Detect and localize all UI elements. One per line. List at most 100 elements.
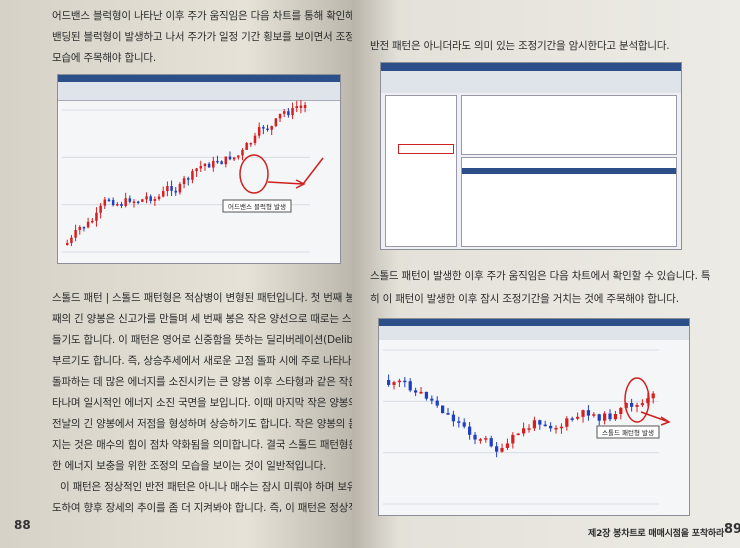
candle — [241, 148, 244, 161]
candle — [457, 416, 461, 428]
candle — [468, 421, 472, 440]
chapter-title: 제2장 봉차트로 매매시점을 포착하라 — [588, 529, 725, 539]
candle — [505, 438, 510, 451]
chart-screenshot: 스톨드 패턴형 발생 — [378, 318, 690, 516]
candle — [182, 175, 186, 189]
chart-screenshot: 어드밴스 블럭형 발생 — [57, 74, 341, 264]
toolbar — [379, 326, 689, 340]
candle — [249, 142, 253, 147]
candle — [136, 200, 140, 205]
candle — [565, 416, 569, 431]
candle — [191, 168, 194, 184]
candle — [232, 157, 236, 162]
annotation: 어드밴스 블럭형 발생 — [228, 202, 286, 211]
candle — [207, 162, 211, 168]
candle — [495, 442, 499, 458]
candle — [145, 192, 148, 204]
candle — [153, 196, 157, 206]
candle — [282, 108, 286, 118]
toolbar — [381, 71, 681, 93]
candle — [245, 142, 248, 150]
caption-line: 스톨드 패턴이 발생한 이후 주가 움직임은 다음 차트에서 확인할 수 있습니… — [370, 270, 711, 282]
candle — [166, 181, 169, 197]
body-line: 스톨드 패턴 | 스톨드 패턴형은 적삼병이 변형된 패턴입니다. 첫 번째 봉… — [52, 292, 352, 304]
candle — [387, 374, 391, 387]
body-line: 지는 것은 매수의 힘이 점차 약화됨을 의미합니다. 결국 스톨드 패턴형은 … — [52, 439, 352, 451]
title-bar — [58, 75, 340, 82]
candle — [576, 412, 580, 421]
candle — [224, 156, 228, 168]
candle — [419, 387, 423, 395]
candle — [253, 132, 257, 146]
arrow — [267, 157, 324, 189]
body-line: 이 패턴은 정상적인 반전 패턴은 아니나 매수는 잠시 미뤄야 하며 보유 주… — [60, 481, 352, 493]
candle — [581, 409, 585, 423]
candle — [99, 203, 102, 219]
candle — [511, 432, 515, 449]
candle-chart: 스톨드 패턴형 발생 — [383, 349, 671, 505]
candle — [592, 412, 596, 418]
intro-line: 반전 패턴은 아니더라도 의미 있는 조정기간을 암시한다고 분석합니다. — [370, 40, 670, 52]
candle — [91, 217, 94, 224]
intro-line: 모습에 주목해야 합니다. — [52, 52, 157, 64]
body-line: 들기도 합니다. 이 패턴은 영어로 신중함을 뜻하는 딜리버레이션(Delib… — [52, 334, 352, 346]
annotation-box — [596, 425, 660, 439]
candle — [424, 391, 429, 401]
candle — [500, 443, 504, 453]
candle — [132, 199, 136, 208]
candle — [299, 100, 303, 114]
candle — [228, 151, 232, 161]
candle — [303, 102, 307, 113]
candle — [527, 424, 531, 433]
candle — [586, 405, 591, 421]
candle — [237, 155, 240, 160]
candle — [441, 405, 445, 414]
candle — [291, 102, 294, 120]
candle — [74, 224, 77, 242]
intro-line: 밴딩된 블럭형이 발생하고 나서 주가가 일정 기간 횡보를 보이면서 조정을 — [52, 31, 352, 43]
candle — [107, 197, 111, 203]
candle — [608, 409, 612, 422]
candle — [287, 108, 290, 118]
candle-chart: 어드밴스 블럭형 발생 — [62, 100, 324, 253]
candle — [522, 422, 526, 437]
candle — [86, 217, 90, 229]
candle — [446, 407, 450, 416]
candle — [484, 435, 488, 443]
app-screenshot — [380, 62, 682, 250]
candle — [128, 195, 132, 204]
candle — [95, 207, 98, 227]
candle — [640, 399, 645, 408]
candle — [549, 422, 553, 432]
candle — [570, 416, 574, 422]
candle — [516, 433, 520, 436]
candle — [414, 387, 418, 397]
candle — [603, 411, 607, 425]
candle — [408, 378, 412, 393]
caption-line: 히 이 패턴이 발생한 이후 잠시 조정기간을 거치는 것에 주목해야 합니다. — [370, 293, 679, 305]
candle — [195, 167, 198, 178]
candle — [216, 155, 219, 164]
candle — [266, 124, 269, 132]
page-number: 89 — [724, 522, 740, 537]
highlight — [239, 154, 269, 194]
annotation-box — [222, 199, 292, 213]
candle — [635, 402, 639, 413]
candle — [203, 163, 207, 171]
candle — [124, 192, 127, 208]
candle — [630, 398, 634, 412]
candle — [120, 201, 123, 209]
left-page: 어드밴스 블럭형이 나타난 이후 주가 움직임은 다음 차트를 통해 확인해 보… — [0, 0, 352, 548]
title-bar — [381, 63, 681, 71]
candle — [613, 410, 618, 421]
candle — [116, 201, 119, 207]
toolbar — [58, 82, 340, 101]
candle — [554, 425, 558, 434]
candle — [199, 160, 203, 172]
candle — [170, 180, 173, 196]
candle — [157, 193, 161, 201]
arrow — [640, 411, 671, 426]
candle — [597, 413, 601, 426]
candle — [435, 396, 439, 408]
candle — [174, 186, 177, 196]
